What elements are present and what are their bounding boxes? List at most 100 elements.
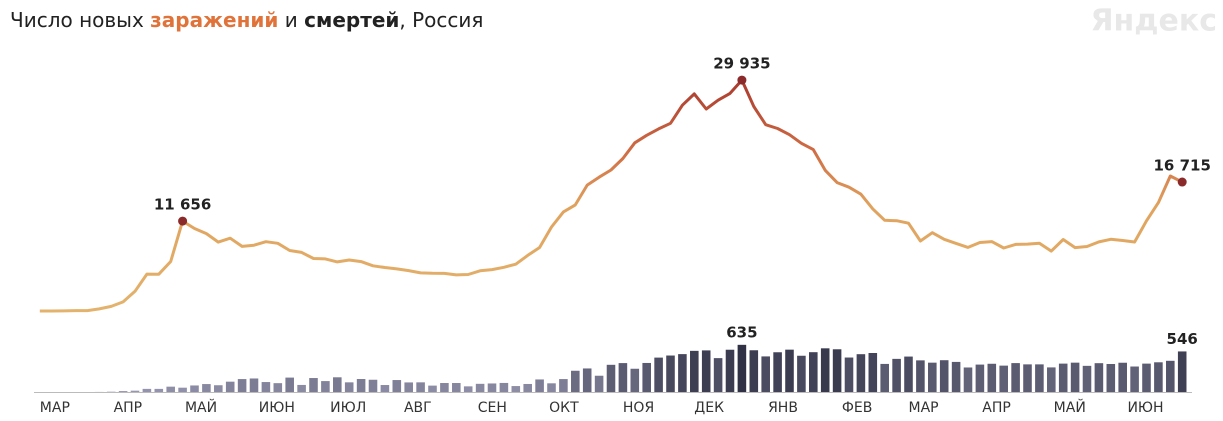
bar: [1023, 364, 1032, 392]
bar: [297, 384, 306, 392]
bar: [1154, 362, 1163, 392]
bar: [321, 381, 330, 392]
bar: [1118, 362, 1127, 392]
bar: [844, 357, 854, 392]
data-label: 16 715: [1153, 157, 1210, 175]
bar: [761, 356, 770, 392]
title-cases: заражений: [150, 8, 278, 32]
title-part: и: [285, 8, 298, 32]
bar: [1166, 360, 1175, 392]
bar: [690, 350, 699, 392]
bar: [333, 377, 342, 392]
bar: [773, 352, 782, 392]
x-tick-label: МАР: [40, 400, 70, 416]
x-tick-label: ФЕВ: [842, 400, 873, 416]
bar: [975, 364, 985, 392]
bar: [273, 383, 283, 392]
bar: [344, 382, 354, 392]
x-tick-label: ДЕК: [694, 400, 724, 416]
bar: [1070, 362, 1080, 392]
bar: [1011, 363, 1020, 392]
bar: [880, 363, 889, 392]
bar: [535, 379, 544, 392]
title-part: Число новых: [10, 8, 144, 32]
data-label: 546: [1167, 330, 1198, 348]
bar: [594, 375, 604, 392]
bar: [142, 388, 152, 392]
x-tick-label: СЕН: [478, 400, 507, 416]
bar: [618, 363, 628, 392]
bar: [368, 379, 378, 392]
title-part: , Россия: [399, 8, 483, 32]
bar: [701, 350, 711, 392]
bar: [749, 350, 759, 392]
bar: [1106, 363, 1116, 392]
bar: [630, 368, 640, 392]
bar: [1130, 366, 1139, 392]
bar: [487, 383, 497, 392]
bar: [737, 344, 747, 392]
bar: [261, 382, 271, 392]
bar: [237, 379, 247, 392]
bar: [868, 353, 878, 392]
cases-line: [39, 78, 1183, 313]
x-tick-label: ЯНВ: [768, 400, 798, 416]
bar: [285, 377, 294, 392]
x-tick-label: ИЮН: [259, 400, 295, 416]
bar: [190, 385, 199, 392]
bar: [416, 382, 425, 392]
data-label: 11 656: [154, 196, 211, 214]
bar: [1082, 365, 1092, 392]
x-tick-label: ОКТ: [549, 400, 579, 416]
x-tick-label: МАР: [909, 400, 939, 416]
bar: [202, 384, 211, 392]
bar: [892, 358, 901, 392]
bar: [713, 358, 723, 392]
data-label: 29 935: [713, 55, 770, 73]
bar: [951, 361, 961, 392]
x-tick-label: АПР: [982, 400, 1011, 416]
bar: [440, 383, 449, 392]
bar: [559, 379, 568, 392]
bar: [809, 352, 818, 392]
bar: [963, 367, 973, 392]
bar: [404, 382, 413, 392]
bar: [582, 368, 592, 392]
peak-marker: [737, 75, 747, 85]
bar: [904, 356, 913, 392]
bar: [785, 349, 794, 392]
bar: [130, 390, 140, 392]
bar: [1058, 363, 1068, 392]
bar: [1094, 363, 1104, 392]
bar: [832, 349, 842, 392]
bar: [725, 349, 735, 392]
chart-title: Число новых заражений и смертей, Россия: [10, 8, 483, 32]
bar: [428, 385, 437, 392]
bar: [225, 381, 235, 392]
bar: [1177, 351, 1187, 392]
bar: [463, 386, 473, 392]
peak-marker: [1177, 177, 1187, 187]
bar: [356, 379, 366, 392]
x-tick-label: ИЮЛ: [330, 400, 366, 416]
logo: Яндекс: [1090, 4, 1217, 39]
x-tick-label: НОЯ: [623, 400, 654, 416]
bar: [820, 348, 830, 392]
bar: [916, 360, 925, 392]
peak-marker: [178, 216, 188, 226]
bar: [856, 354, 866, 392]
bar: [178, 387, 187, 392]
bar: [166, 386, 175, 392]
x-tick-label: ИЮН: [1127, 400, 1163, 416]
bar: [987, 363, 997, 392]
bar: [642, 362, 651, 392]
bar: [452, 383, 461, 392]
bar: [1035, 364, 1044, 392]
bar: [1047, 367, 1056, 392]
bar: [249, 378, 259, 392]
title-deaths: смертей: [304, 8, 399, 32]
bar: [999, 365, 1008, 392]
bar: [380, 385, 390, 392]
bar: [475, 383, 485, 392]
